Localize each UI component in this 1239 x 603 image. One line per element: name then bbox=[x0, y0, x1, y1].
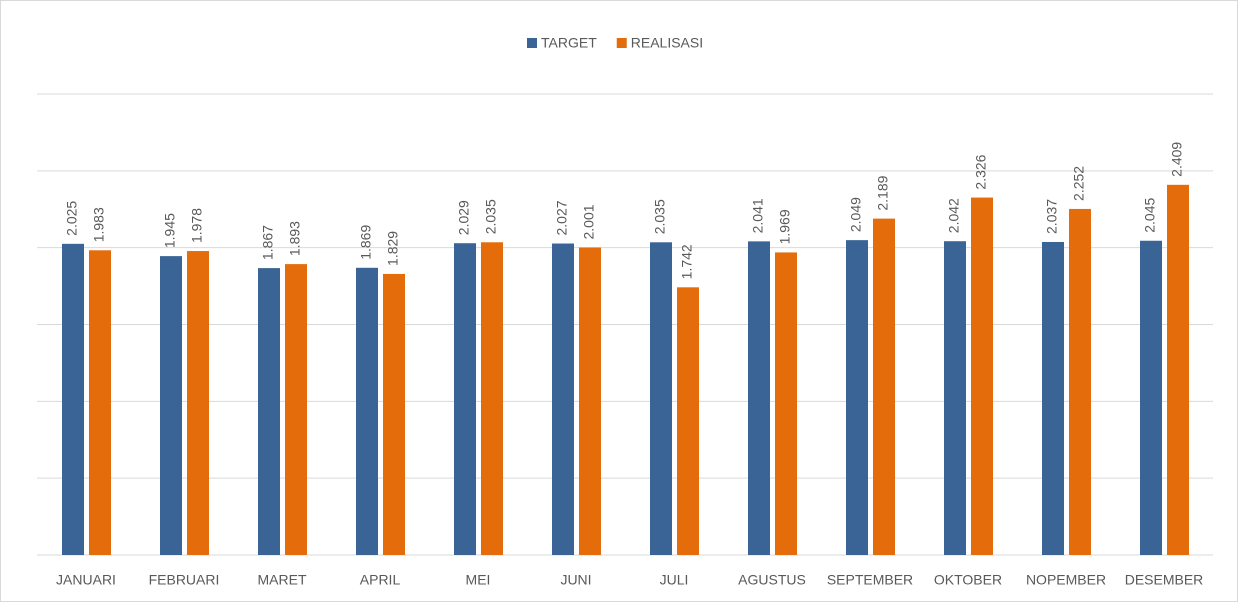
data-label: 2.045 bbox=[1142, 198, 1158, 233]
data-label: 2.189 bbox=[875, 175, 891, 210]
bar bbox=[187, 251, 209, 555]
bar bbox=[356, 267, 378, 555]
data-label: 2.035 bbox=[652, 199, 668, 234]
bar bbox=[89, 250, 111, 556]
legend-swatch bbox=[616, 38, 627, 48]
bar bbox=[285, 264, 307, 555]
bar bbox=[677, 287, 699, 555]
bar bbox=[748, 241, 770, 555]
data-label: 1.945 bbox=[162, 213, 178, 248]
data-label: 1.742 bbox=[679, 244, 695, 279]
data-label: 2.326 bbox=[973, 154, 989, 189]
data-label: 2.035 bbox=[483, 199, 499, 234]
bar bbox=[873, 218, 895, 556]
legend-label: TARGET bbox=[541, 35, 597, 51]
bar bbox=[944, 241, 966, 556]
data-label: 1.869 bbox=[358, 225, 374, 260]
bar bbox=[454, 243, 476, 555]
x-tick-label: FEBRUARI bbox=[149, 572, 220, 588]
x-tick-label: SEPTEMBER bbox=[827, 572, 913, 588]
bar bbox=[971, 197, 993, 555]
bar bbox=[1042, 241, 1064, 555]
bar bbox=[579, 247, 601, 555]
bar bbox=[62, 243, 84, 555]
x-tick-label: JUNI bbox=[560, 572, 591, 588]
x-tick-label: JANUARI bbox=[56, 572, 116, 588]
data-label: 1.867 bbox=[260, 225, 276, 260]
data-label: 2.042 bbox=[946, 198, 962, 233]
bar bbox=[481, 242, 503, 555]
data-label: 1.978 bbox=[189, 208, 205, 243]
legend-swatch bbox=[527, 38, 537, 48]
x-tick-label: NOPEMBER bbox=[1026, 572, 1106, 588]
bar bbox=[775, 252, 797, 555]
data-label: 1.829 bbox=[385, 231, 401, 266]
data-label: 1.969 bbox=[777, 209, 793, 244]
bar bbox=[258, 268, 280, 555]
data-label: 2.027 bbox=[554, 200, 570, 235]
bar bbox=[1140, 240, 1162, 556]
bar bbox=[552, 243, 574, 555]
x-tick-label: OKTOBER bbox=[934, 572, 1002, 588]
data-label: 2.252 bbox=[1071, 166, 1087, 201]
data-label: 1.983 bbox=[91, 207, 107, 242]
bar bbox=[650, 242, 672, 555]
data-label: 2.049 bbox=[848, 197, 864, 232]
data-label: 1.893 bbox=[287, 221, 303, 256]
data-label: 2.037 bbox=[1044, 199, 1060, 234]
x-tick-label: MEI bbox=[466, 572, 491, 588]
x-tick-label: DESEMBER bbox=[1125, 572, 1204, 588]
legend-label: REALISASI bbox=[631, 35, 703, 51]
bar bbox=[1167, 184, 1189, 555]
x-tick-label: AGUSTUS bbox=[738, 572, 806, 588]
bar bbox=[846, 240, 868, 555]
legend: TARGET REALISASI bbox=[527, 35, 703, 51]
bar bbox=[1069, 208, 1091, 555]
x-tick-label: MARET bbox=[258, 572, 307, 588]
data-label: 2.025 bbox=[64, 201, 80, 236]
data-label: 2.409 bbox=[1169, 142, 1185, 177]
data-label: 2.041 bbox=[750, 198, 766, 233]
x-tick-label: JULI bbox=[660, 572, 689, 588]
data-label: 2.029 bbox=[456, 200, 472, 235]
bar bbox=[383, 273, 405, 555]
data-label: 2.001 bbox=[581, 204, 597, 239]
x-tick-label: APRIL bbox=[360, 572, 401, 588]
bar bbox=[160, 256, 182, 555]
